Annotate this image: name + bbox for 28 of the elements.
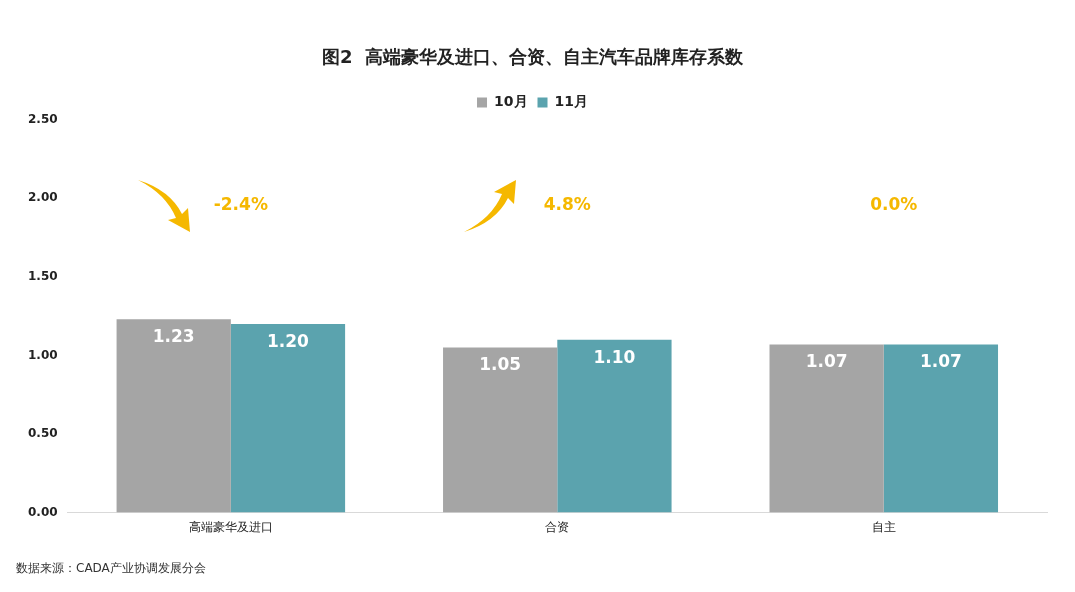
chart-title: 图2 高端豪华及进口、合资、自主汽车品牌库存系数: [321, 46, 745, 68]
y-tick-label: 0.50: [28, 426, 58, 441]
bar: [230, 323, 346, 513]
bar: [883, 344, 999, 513]
bar: [557, 339, 672, 513]
y-tick-label: 1.00: [28, 347, 58, 362]
data-label: 1.10: [593, 346, 636, 367]
bar: [116, 319, 231, 513]
data-label: 1.07: [805, 351, 848, 372]
bar: [443, 347, 558, 513]
x-tick-label: 合资: [545, 519, 570, 534]
source-note: 数据来源：CADA产业协调发展分会: [16, 560, 206, 577]
bar: [769, 344, 884, 513]
annotation: 0.0%: [870, 194, 918, 215]
y-tick-label: 2.00: [28, 190, 58, 205]
data-label: 1.23: [152, 326, 195, 347]
data-label: 1.05: [479, 354, 522, 375]
annotation: 4.8%: [543, 194, 591, 215]
y-tick-label: 1.50: [28, 268, 58, 283]
data-label: 1.07: [919, 351, 962, 372]
y-tick-label: 2.50: [28, 111, 58, 126]
x-tick-label: 自主: [871, 519, 896, 534]
y-tick-label: 0.00: [28, 504, 58, 519]
annotation: -2.4%: [213, 194, 268, 215]
x-tick-label: 高端豪华及进口: [188, 519, 273, 534]
legend-label: 10月: [494, 93, 528, 110]
legend-label: 11月: [554, 93, 588, 110]
data-label: 1.20: [266, 330, 310, 351]
